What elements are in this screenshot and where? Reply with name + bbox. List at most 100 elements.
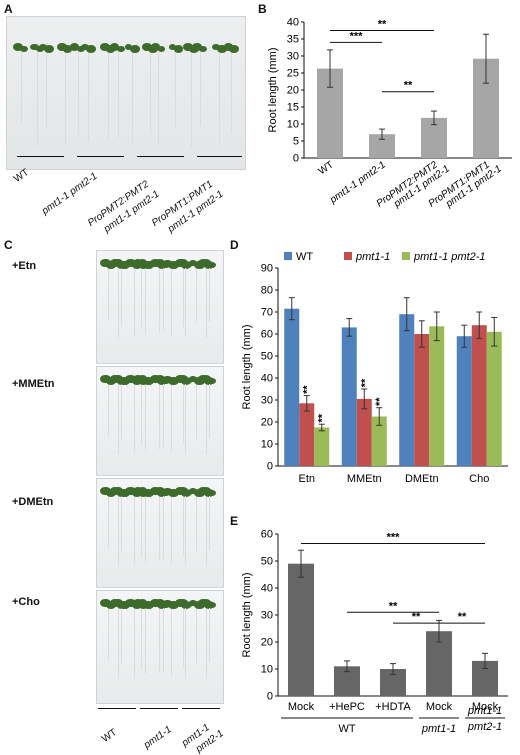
seedling-leaf <box>99 374 111 384</box>
seedling-leaf <box>163 259 172 267</box>
panel-a-label-double-mutant: pmt1-1 pmt2-1 <box>40 170 100 218</box>
seedling-leaf <box>132 259 143 267</box>
seedling-root <box>205 496 207 566</box>
seedling-leaf <box>207 377 217 385</box>
seedling-leaf <box>76 45 85 53</box>
y-tick-label: 30 <box>261 610 273 622</box>
seedling-leaf <box>229 45 240 53</box>
seedling-root <box>140 268 142 330</box>
chart-d: 0 10 20 30 40 50 60 70 80 90 Root length (mm) ** ** E… <box>241 251 508 485</box>
seedling-root <box>190 52 192 147</box>
seedling-leaf <box>99 258 111 268</box>
seedling-leaf <box>183 43 193 51</box>
significance-label: *** <box>350 30 364 42</box>
seedling-leaf <box>113 599 123 607</box>
seedling-leaf <box>168 488 180 498</box>
seedling-root <box>145 608 147 675</box>
seedling-root <box>196 608 198 664</box>
y-tick-label: 20 <box>261 637 273 649</box>
seedling-root <box>182 384 184 444</box>
seedling-root <box>108 608 109 661</box>
seedling-leaf <box>137 375 147 383</box>
seedling-root <box>182 496 184 556</box>
seedling-root <box>37 52 39 147</box>
seedling-leaf <box>19 45 29 53</box>
seedling-root <box>107 52 109 140</box>
seedling-leaf <box>177 486 188 496</box>
seedling-root <box>196 384 198 440</box>
seedling-leaf <box>70 43 80 51</box>
seedling-root <box>140 496 142 558</box>
bar <box>486 331 502 466</box>
bar <box>414 334 430 466</box>
seedling-leaf <box>118 376 130 386</box>
y-tick-label: 30 <box>287 51 299 63</box>
y-tick-label: 30 <box>261 395 273 407</box>
seedling-root <box>170 496 172 564</box>
group-label: pmt1-1 <box>467 705 502 717</box>
seedling-root <box>121 496 123 553</box>
seedling-leaf <box>177 258 188 268</box>
bar <box>299 403 315 466</box>
y-tick-label: 0 <box>267 691 273 703</box>
significance-label: ** <box>458 611 467 623</box>
seedling-leaf <box>137 259 147 267</box>
seedling-root <box>121 268 123 325</box>
seedling-leaf <box>29 43 39 51</box>
panel-label-a: A <box>4 2 13 16</box>
significance-label: *** <box>387 531 401 543</box>
seedling-leaf <box>200 374 212 384</box>
seedling-root <box>118 268 120 338</box>
seedling-root <box>158 268 160 333</box>
seedling-leaf <box>137 599 147 607</box>
seedling-leaf <box>184 489 193 497</box>
y-axis-title: Root length (mm) <box>267 48 279 133</box>
seedling-root <box>170 608 172 676</box>
y-tick-label: 70 <box>261 307 273 319</box>
seedling-leaf <box>163 599 172 607</box>
x-tick-label: Etn <box>298 473 315 485</box>
seedling-root <box>231 52 233 132</box>
seedling-root <box>209 608 210 663</box>
seedling-leaf <box>163 487 172 495</box>
seedling-leaf <box>157 46 166 52</box>
y-tick-label: 60 <box>261 529 273 541</box>
seedling-root <box>145 496 147 563</box>
seedling-leaf <box>125 374 137 384</box>
seedling-leaf <box>125 258 137 268</box>
bar <box>456 336 472 466</box>
treatment-mmetn: +MMEtn <box>12 378 55 390</box>
seedling-leaf <box>81 43 90 51</box>
seedling-leaf <box>113 375 123 383</box>
seedling-leaf <box>44 45 54 53</box>
seedling-leaf <box>217 45 227 53</box>
seedling-root <box>64 52 66 146</box>
y-tick-label: 10 <box>287 119 299 131</box>
seedling-leaf <box>142 600 154 610</box>
legend-swatch <box>344 252 352 260</box>
seedling-root <box>182 608 184 668</box>
seedling-leaf <box>132 375 143 383</box>
seedling-leaf <box>207 601 217 609</box>
seedling-root <box>133 496 135 565</box>
panel-c-label-wt: WT <box>100 727 120 746</box>
seedling-leaf <box>184 377 193 385</box>
seedling-root <box>117 52 119 138</box>
seedling-root <box>118 608 120 678</box>
seedling-leaf <box>212 43 220 51</box>
seedling-leaf <box>200 486 212 496</box>
plate-photo-cho <box>96 590 224 704</box>
seedling-leaf <box>99 486 111 496</box>
seedling-root <box>205 384 207 454</box>
seedling-root <box>121 608 123 665</box>
seedling-root <box>175 52 177 127</box>
x-tick-label: MMEtn <box>347 473 382 485</box>
seedling-root <box>196 496 198 552</box>
seedling-leaf <box>189 487 198 495</box>
seedling-leaf <box>189 599 198 607</box>
seedling-leaf <box>177 374 188 384</box>
bar <box>369 134 395 158</box>
seedling-leaf <box>173 45 184 53</box>
seedling-leaf <box>184 261 193 269</box>
